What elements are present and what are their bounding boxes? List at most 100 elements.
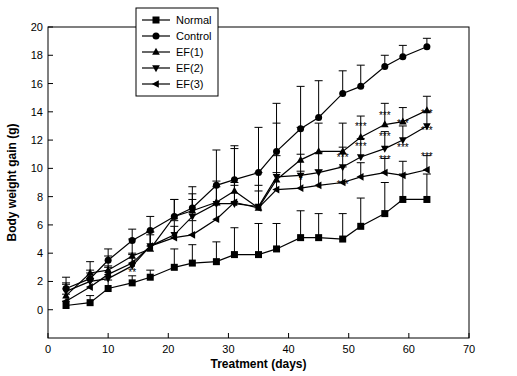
data-point	[315, 147, 323, 154]
error-bar-cap	[170, 226, 178, 227]
error-bar-cap	[399, 161, 407, 162]
y-tick-label: 18	[31, 49, 43, 61]
data-point	[189, 260, 196, 267]
data-point	[147, 274, 154, 281]
error-bar-cap	[86, 278, 94, 279]
error-bar-cap	[188, 199, 196, 200]
data-point	[170, 212, 178, 219]
error-bar-cap	[399, 45, 407, 46]
series-line	[66, 47, 427, 289]
error-bar	[297, 86, 305, 128]
plot-frame	[48, 27, 469, 338]
error-bar-cap	[170, 220, 178, 221]
x-axis-label: Treatment (days)	[210, 357, 306, 371]
y-tick	[48, 83, 53, 84]
error-bar-cap	[399, 107, 407, 108]
y-tick-label: 14	[31, 106, 43, 118]
significance-annotation: **	[128, 267, 136, 278]
error-bar-stem	[234, 185, 235, 202]
error-bar-cap	[255, 172, 263, 173]
error-bar	[315, 123, 323, 151]
error-bar-cap	[86, 272, 94, 273]
error-bar-cap	[86, 295, 94, 296]
error-bar-cap	[188, 186, 196, 187]
significance-annotation: ***	[397, 142, 409, 153]
error-bar-cap	[297, 127, 305, 128]
y-tick	[48, 309, 53, 310]
series-line	[66, 170, 427, 301]
error-bar	[255, 223, 263, 254]
error-bar-stem	[276, 123, 277, 180]
y-tick	[48, 253, 53, 254]
x-tick	[168, 333, 169, 338]
legend-label: EF(1)	[176, 46, 204, 58]
data-point	[255, 251, 262, 258]
error-bar-cap	[230, 148, 238, 149]
data-point	[339, 236, 346, 243]
y-tick	[48, 140, 53, 141]
data-point	[381, 169, 388, 177]
error-bar-cap	[357, 162, 365, 163]
data-point	[129, 279, 136, 286]
error-bar-stem	[342, 214, 343, 239]
y-tick-label: 8	[37, 191, 43, 203]
error-bar-cap	[357, 198, 365, 199]
data-point	[230, 198, 237, 206]
y-tick	[48, 224, 53, 225]
error-bar-cap	[297, 210, 305, 211]
error-bar-cap	[62, 294, 70, 295]
y-tick-label: 2	[37, 275, 43, 287]
data-point	[381, 120, 389, 127]
data-point	[254, 204, 261, 212]
error-bar	[381, 183, 389, 214]
error-bar-cap	[339, 213, 347, 214]
error-bar-stem	[300, 211, 301, 238]
error-bar-stem	[318, 214, 319, 238]
data-point	[339, 90, 346, 97]
significance-annotation: *	[299, 175, 303, 186]
y-tick-label: 12	[31, 134, 43, 146]
error-bar-stem	[384, 183, 385, 214]
data-point	[423, 196, 430, 203]
error-bar-cap	[146, 231, 154, 232]
series	[62, 38, 431, 292]
error-bar-cap	[146, 216, 154, 217]
error-bar-cap	[381, 103, 389, 104]
data-point	[272, 186, 279, 194]
error-bar-cap	[128, 229, 136, 230]
data-point	[273, 245, 280, 252]
y-tick	[48, 27, 53, 28]
error-bar	[255, 127, 263, 172]
significance-annotation: ***	[379, 154, 391, 165]
error-bar-cap	[170, 248, 178, 249]
error-bar-cap	[255, 127, 263, 128]
data-point	[62, 289, 70, 296]
series	[62, 156, 431, 305]
legend: NormalControlEF(1)EF(2)EF(3)	[136, 8, 218, 96]
x-tick-label: 10	[102, 343, 114, 355]
error-bar-cap	[230, 182, 238, 183]
error-bar-cap	[273, 103, 281, 104]
error-bar	[315, 153, 323, 173]
data-point	[423, 166, 430, 174]
error-bar-cap	[357, 138, 365, 139]
data-point	[399, 172, 406, 180]
data-point	[399, 53, 406, 60]
legend-label: EF(2)	[176, 62, 204, 74]
error-bar-stem	[318, 123, 319, 151]
data-point	[146, 242, 153, 250]
error-bar-stem	[426, 174, 427, 199]
significance-annotation: ***	[337, 152, 349, 163]
data-point	[170, 234, 177, 242]
plot-area	[62, 38, 431, 309]
significance-annotation: *	[317, 183, 321, 194]
error-bar-cap	[230, 185, 238, 186]
error-bar	[128, 239, 136, 256]
data-point	[213, 258, 220, 265]
error-bar-cap	[423, 38, 431, 39]
data-point	[399, 196, 406, 203]
legend-marker	[152, 48, 160, 55]
data-point	[357, 173, 364, 181]
significance-annotation: ***	[421, 108, 433, 119]
error-bar-cap	[315, 80, 323, 81]
